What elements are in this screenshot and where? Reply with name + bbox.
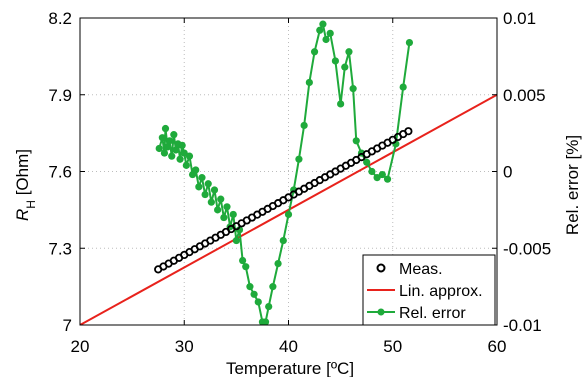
error-point xyxy=(383,175,392,183)
error-point xyxy=(269,283,277,291)
error-point xyxy=(163,143,172,151)
error-point xyxy=(220,213,228,222)
error-point xyxy=(326,29,334,37)
legend: Meas. Lin. approx. Rel. error xyxy=(362,254,496,326)
error-point xyxy=(295,155,303,163)
y-right-tick-label: -0.01 xyxy=(503,316,542,335)
error-point xyxy=(250,290,258,298)
error-point xyxy=(192,166,200,174)
y-left-tick-label: 8.2 xyxy=(48,9,72,28)
error-point xyxy=(204,180,212,188)
x-tick-label: 60 xyxy=(488,337,507,356)
x-tick-label: 50 xyxy=(383,337,402,356)
error-point xyxy=(373,174,381,182)
error-point xyxy=(363,158,371,166)
error-point xyxy=(195,183,203,191)
x-tick-label: 40 xyxy=(279,337,298,356)
y-left-label-sub: H xyxy=(24,200,38,209)
error-point xyxy=(214,206,222,214)
error-point xyxy=(182,161,190,169)
error-point xyxy=(180,149,188,157)
error-point xyxy=(345,48,353,56)
error-point xyxy=(246,283,254,291)
error-point xyxy=(210,186,219,194)
error-point xyxy=(232,236,240,245)
error-point xyxy=(261,318,270,325)
y-left-label-main: R xyxy=(13,209,32,221)
error-point xyxy=(274,260,282,268)
error-point xyxy=(341,63,349,71)
error-point xyxy=(176,155,184,163)
y-right-tick-label: 0.005 xyxy=(503,86,546,105)
error-point xyxy=(319,20,327,28)
error-point xyxy=(170,131,178,139)
error-point xyxy=(316,26,324,34)
y-left-tick-label: 7.9 xyxy=(48,86,72,105)
error-point xyxy=(300,121,308,130)
y-left-tick-label: 7 xyxy=(63,316,72,335)
y-right-axis-label: Rel. error [%] xyxy=(563,135,582,235)
y-left-tick-label: 7.6 xyxy=(48,163,72,182)
x-tick-label: 20 xyxy=(71,337,90,356)
grid xyxy=(80,18,497,325)
error-point xyxy=(158,134,166,142)
error-point xyxy=(322,35,330,44)
y-left-tick-label: 7.3 xyxy=(48,239,72,258)
y-right-tick-label: 0 xyxy=(503,163,512,182)
legend-marker-meas xyxy=(376,263,386,273)
legend-label-error: Rel. error xyxy=(399,305,466,322)
error-point xyxy=(349,85,357,93)
legend-label-meas: Meas. xyxy=(399,261,443,278)
error-point xyxy=(337,100,345,108)
error-point xyxy=(198,174,206,182)
error-point xyxy=(265,302,273,311)
error-point xyxy=(254,298,262,306)
meas-point xyxy=(404,127,413,136)
error-point xyxy=(223,203,231,211)
error-point xyxy=(310,48,319,56)
error-point xyxy=(405,38,414,47)
y-right-tick-label: 0.01 xyxy=(503,9,536,28)
x-tick-label: 30 xyxy=(175,337,194,356)
y-right-tick-label: -0.005 xyxy=(503,239,551,258)
error-point xyxy=(242,263,250,271)
error-point xyxy=(155,144,163,153)
error-point xyxy=(368,167,376,176)
error-point xyxy=(166,137,174,145)
error-point xyxy=(229,210,237,219)
error-point xyxy=(352,137,360,145)
error-point xyxy=(207,198,215,206)
error-point xyxy=(185,152,194,160)
error-point xyxy=(168,152,176,160)
error-point xyxy=(217,195,225,203)
error-point xyxy=(239,256,247,265)
tick-labels: 20 30 40 50 60 7 7.3 7.6 7.9 8.2 -0.01 -0.005 0 0.005… xyxy=(48,9,551,356)
y-left-label-unit: [Ohm] xyxy=(13,149,32,200)
legend-label-approx: Lin. approx. xyxy=(399,283,483,300)
error-point xyxy=(160,149,169,157)
y-left-axis-label: RH [Ohm] xyxy=(13,149,38,221)
error-point xyxy=(235,226,244,234)
series-layer xyxy=(80,20,497,325)
error-point xyxy=(279,236,287,245)
error-point xyxy=(172,146,180,154)
error-point xyxy=(378,170,386,179)
error-point xyxy=(399,83,407,91)
x-axis-label: Temperature [ºC] xyxy=(226,359,354,377)
legend-marker-error xyxy=(377,308,385,316)
error-point xyxy=(331,57,340,65)
error-point xyxy=(284,210,293,219)
error-point xyxy=(305,78,313,87)
error-point xyxy=(161,124,170,133)
error-point xyxy=(178,141,186,150)
error-point xyxy=(201,190,209,199)
